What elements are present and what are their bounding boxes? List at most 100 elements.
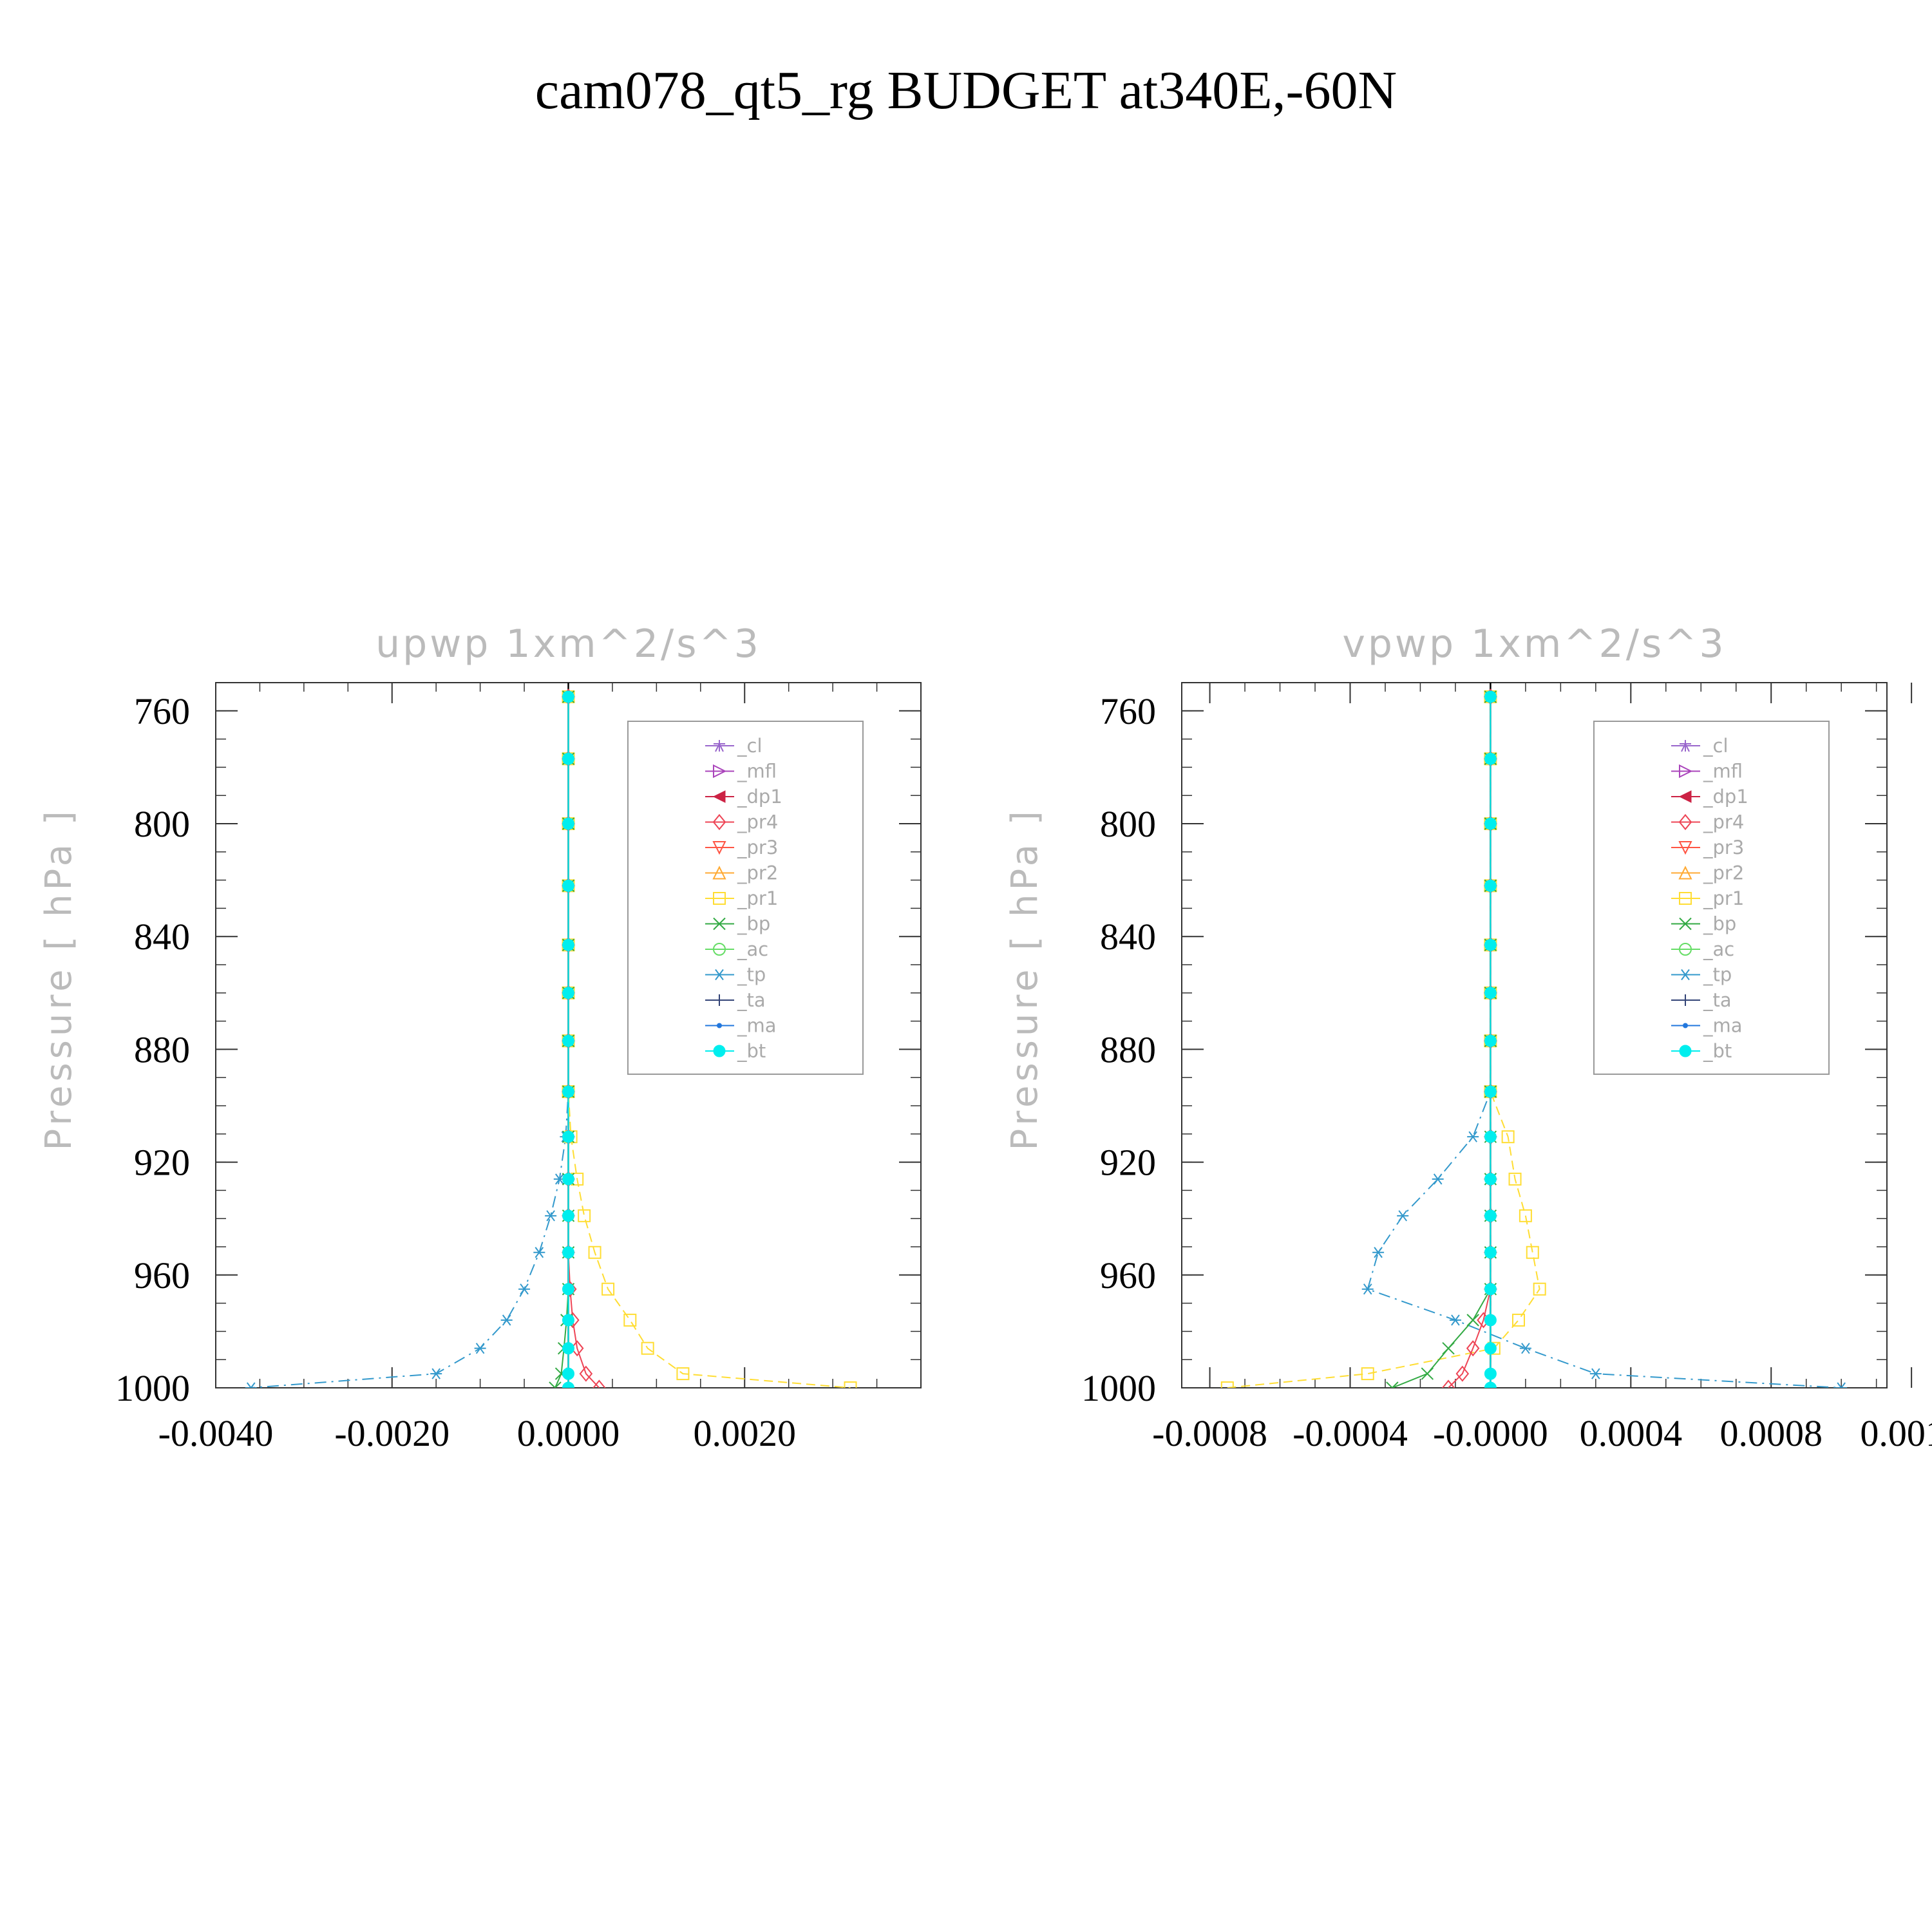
x-tick-label: -0.0020 bbox=[334, 1412, 450, 1454]
series-point-bt bbox=[562, 1034, 574, 1047]
legend-label: _pr3 bbox=[1703, 837, 1744, 858]
legend-marker bbox=[713, 917, 726, 931]
legend-label: _cl bbox=[737, 735, 762, 757]
series-point-bt bbox=[562, 879, 574, 892]
series-point-tp bbox=[545, 1210, 557, 1222]
x-tick-label: -0.0004 bbox=[1293, 1412, 1408, 1454]
series-point-bt bbox=[1484, 1342, 1497, 1355]
series-point-bt bbox=[562, 1283, 574, 1296]
y-tick-label: 1000 bbox=[1081, 1367, 1156, 1409]
y-tick-label: 840 bbox=[1100, 916, 1156, 958]
y-tick-label: 960 bbox=[134, 1255, 190, 1296]
series-point-bt bbox=[562, 1209, 574, 1222]
legend-label: _ta bbox=[737, 989, 766, 1011]
x-tick-label: 0.0020 bbox=[694, 1412, 797, 1454]
x-tick-label: -0.0000 bbox=[1433, 1412, 1548, 1454]
series-point-bt bbox=[1484, 987, 1497, 999]
x-tick-label: 0.0012 bbox=[1860, 1412, 1932, 1454]
legend-label: _ac bbox=[737, 938, 768, 960]
series-point-bt bbox=[562, 1173, 574, 1186]
series-point-pr1 bbox=[844, 1381, 857, 1388]
series-point-bt bbox=[562, 1342, 574, 1355]
series-point-bt bbox=[1484, 879, 1497, 892]
series-point-bt bbox=[562, 817, 574, 830]
legend-label: _ta bbox=[1703, 989, 1732, 1011]
series-point-tp bbox=[1519, 1343, 1531, 1354]
legend-marker bbox=[717, 1023, 722, 1028]
series-point-bt bbox=[1484, 1381, 1497, 1388]
legend-marker bbox=[1679, 943, 1692, 956]
series-point-bt bbox=[1484, 1034, 1497, 1047]
series-point-bp bbox=[1466, 1314, 1479, 1327]
y-tick-label: 920 bbox=[134, 1142, 190, 1184]
legend-label: _bt bbox=[737, 1040, 766, 1062]
legend-marker bbox=[1683, 1023, 1688, 1028]
series-point-pr1 bbox=[676, 1367, 690, 1381]
upwp-panel: upwp 1xm^2/s^3 Pressure [ hPa ] 760 800 840 8… bbox=[38, 621, 922, 1454]
series-point-pr4 bbox=[592, 1379, 606, 1388]
legend-marker bbox=[1680, 740, 1691, 752]
legend-marker bbox=[1678, 841, 1692, 855]
series-point-pr1 bbox=[1361, 1367, 1374, 1381]
legend-marker bbox=[1679, 1045, 1692, 1057]
series-point-tp bbox=[1589, 1368, 1602, 1379]
legend-label: _pr2 bbox=[1703, 862, 1744, 884]
series-point-pr1 bbox=[1511, 1313, 1525, 1327]
series-point-bt bbox=[562, 987, 574, 999]
legend-label: _pr1 bbox=[737, 887, 778, 909]
series-point-bt bbox=[562, 1085, 574, 1098]
series-point-pr4 bbox=[579, 1365, 593, 1382]
series-point-pr4 bbox=[1441, 1379, 1455, 1388]
legend: _cl _mfl _dp1 _pr4 _pr3 _pr2 _pr1 _bp _ac _tp _ta _… bbox=[627, 721, 864, 1075]
vpwp-panel: vpwp 1xm^2/s^3 Pressure [ hPa ] 760 800 840 8… bbox=[1004, 621, 1932, 1454]
series-point-pr4 bbox=[1455, 1365, 1470, 1382]
legend-marker bbox=[712, 841, 726, 855]
series-point-pr1 bbox=[1501, 1130, 1515, 1144]
y-axis-label: Pressure [ hPa ] bbox=[1004, 807, 1046, 1150]
y-tick-label: 960 bbox=[1100, 1255, 1156, 1296]
series-point-tp bbox=[1397, 1210, 1409, 1222]
series-point-bt bbox=[1484, 1246, 1497, 1259]
series-point-tp bbox=[1835, 1382, 1848, 1388]
legend-label: _pr1 bbox=[1703, 887, 1744, 909]
series-point-bt bbox=[1484, 1314, 1497, 1327]
series-point-pr1 bbox=[1220, 1381, 1234, 1388]
panel-title: upwp 1xm^2/s^3 bbox=[375, 621, 761, 667]
series-point-pr1 bbox=[1519, 1209, 1532, 1222]
series-line-pr1 bbox=[1227, 696, 1540, 1388]
legend-label: _pr2 bbox=[737, 862, 778, 884]
legend-box bbox=[627, 721, 864, 1075]
series-point-pr1 bbox=[1508, 1172, 1522, 1186]
legend-marker bbox=[713, 764, 727, 779]
series-point-tp bbox=[430, 1368, 442, 1379]
series-point-bt bbox=[1484, 690, 1497, 703]
legend-label: _tp bbox=[737, 964, 766, 986]
x-tick-label: 0.0008 bbox=[1719, 1412, 1823, 1454]
series-point-bt bbox=[562, 1381, 574, 1388]
legend-marker bbox=[712, 790, 726, 803]
series-point-tp bbox=[1467, 1131, 1479, 1142]
legend-marker bbox=[1679, 892, 1692, 905]
figure-title: cam078_qt5_rg BUDGET at340E,-60N bbox=[535, 61, 1397, 120]
legend-marker bbox=[712, 813, 726, 831]
series-point-pr1 bbox=[601, 1282, 615, 1296]
data-layer bbox=[245, 683, 857, 1388]
legend-label: _bp bbox=[1703, 913, 1736, 935]
series-point-pr1 bbox=[623, 1313, 637, 1327]
data-layer bbox=[1220, 683, 1848, 1388]
legend-marker bbox=[714, 969, 725, 981]
series-point-bt bbox=[1484, 1085, 1497, 1098]
series-point-pr1 bbox=[641, 1341, 654, 1355]
legend-label: _ma bbox=[1703, 1015, 1743, 1037]
panel-title: vpwp 1xm^2/s^3 bbox=[1342, 621, 1726, 667]
series-point-bt bbox=[562, 690, 574, 703]
legend-label: _pr4 bbox=[1703, 811, 1744, 833]
series-point-bp bbox=[1421, 1367, 1434, 1380]
series-point-pr1 bbox=[578, 1209, 591, 1222]
legend-label: _tp bbox=[1703, 964, 1732, 986]
series-point-pr4 bbox=[1466, 1340, 1480, 1357]
series-point-bt bbox=[1484, 1367, 1497, 1380]
series-point-bp bbox=[549, 1381, 562, 1388]
y-tick-label: 800 bbox=[1100, 803, 1156, 845]
series-point-bt bbox=[562, 1130, 574, 1143]
